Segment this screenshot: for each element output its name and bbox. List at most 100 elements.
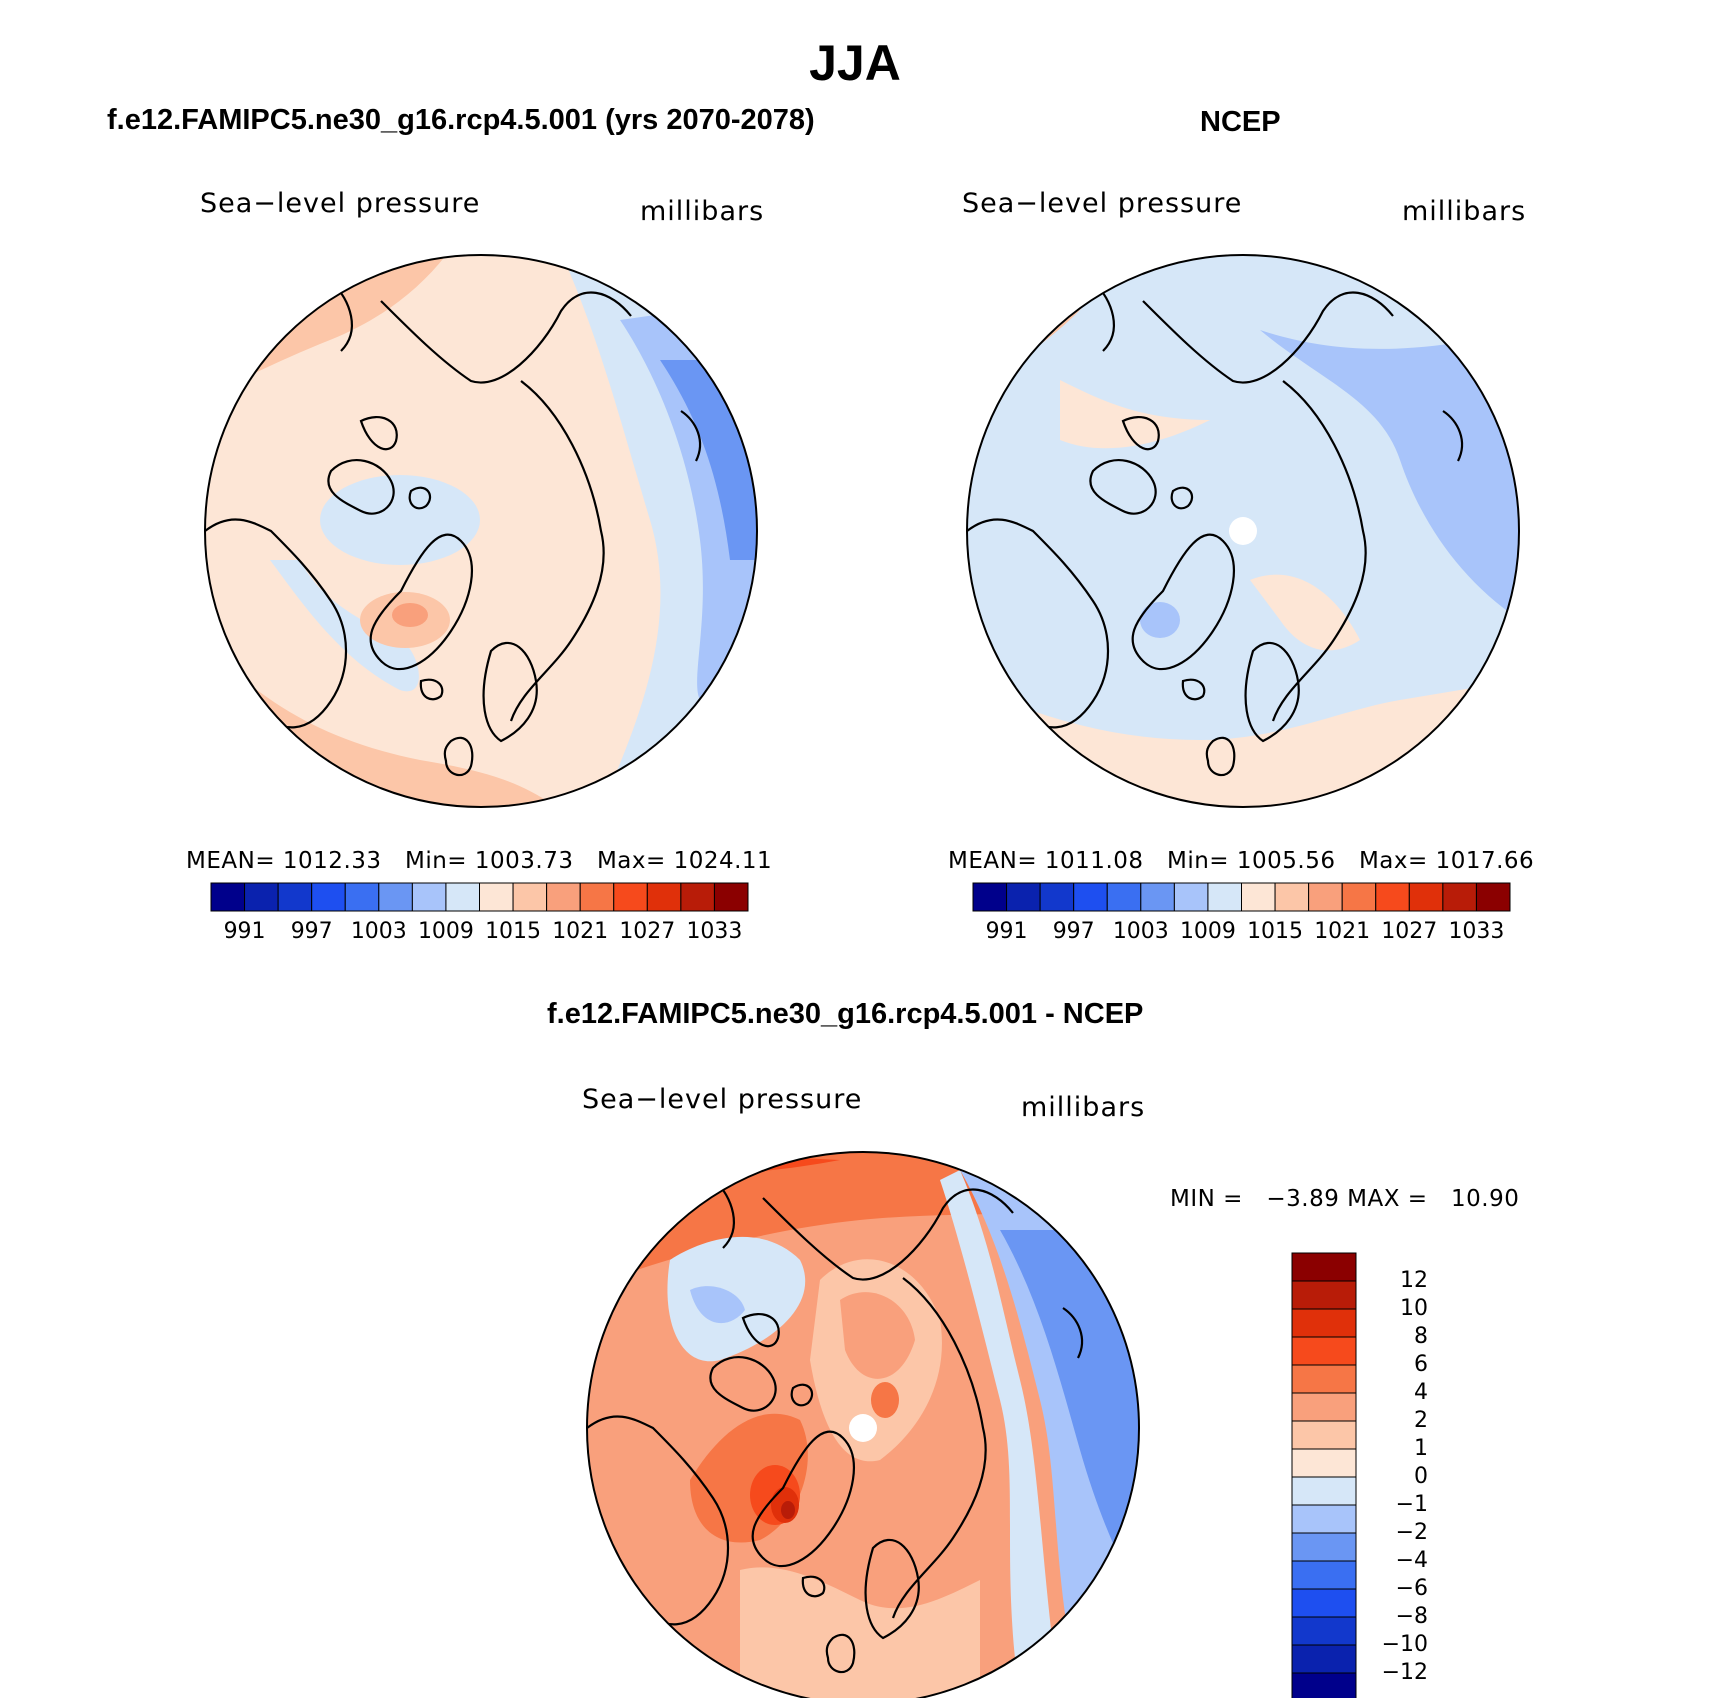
page-title: JJA <box>809 35 901 91</box>
panel3-colorbar-tick-label: −4 <box>1395 1548 1428 1573</box>
panel2-colorbar-swatch <box>1140 882 1175 912</box>
panel2-colorbar-tick-label: 1027 <box>1381 919 1438 944</box>
panel1-colorbar-tick-label: 1021 <box>552 919 609 944</box>
panel1-colorbar-swatch <box>546 882 581 912</box>
panel3-colorbar-tick-label: −1 <box>1395 1492 1428 1517</box>
panel3-colorbar-swatch <box>1291 1560 1357 1590</box>
panel3-units-label: millibars <box>1021 1092 1146 1123</box>
panel1-colorbar-swatch <box>680 882 715 912</box>
panel2-colorbar-swatch <box>1274 882 1310 912</box>
panel1-colorbar-swatch <box>244 882 279 912</box>
panel1-colorbar-tick-label: 1015 <box>485 919 542 944</box>
panel3-colorbar-tick-label: 8 <box>1414 1324 1428 1349</box>
panel2-colorbar-tick-label: 1021 <box>1314 919 1371 944</box>
panel3-colorbar-tick-label: 6 <box>1414 1352 1428 1377</box>
panel1-colorbar-swatch <box>344 882 380 912</box>
panel3-border <box>586 1151 1140 1698</box>
max-value: 10.90 <box>1451 1186 1520 1212</box>
panel3-colorbar-tick-label: 2 <box>1414 1408 1428 1433</box>
panel2-colorbar <box>972 882 1511 912</box>
panel1-colorbar-tick-label: 1027 <box>619 919 676 944</box>
panel2-colorbar-swatch <box>1207 882 1242 912</box>
min-label: Min= <box>404 848 468 874</box>
panel3-colorbar-swatch <box>1291 1420 1357 1450</box>
panel1-colorbar-tick-label: 1009 <box>417 919 474 944</box>
panel3-colorbar-tick-label: −6 <box>1395 1576 1428 1601</box>
max-label: MAX = <box>1347 1186 1428 1212</box>
panel3-colorbar-swatch <box>1291 1476 1357 1506</box>
panel3-colorbar-tick-label: −2 <box>1395 1520 1428 1545</box>
panel2-colorbar-tick-label: 1015 <box>1247 919 1304 944</box>
panel2-units-label: millibars <box>1402 196 1527 227</box>
panel2-colorbar-tick-label: 991 <box>985 919 1028 944</box>
panel1-colorbar-swatch <box>411 882 447 912</box>
panel1-colorbar-tick-label: 1033 <box>686 919 743 944</box>
mean-label: MEAN= <box>948 848 1038 874</box>
panel3-colorbar-tick-label: 10 <box>1400 1296 1428 1321</box>
panel3-colorbar-tick-label: −8 <box>1395 1604 1428 1629</box>
panel3-colorbar-swatch <box>1291 1644 1357 1674</box>
panel1-colorbar-tick-label: 991 <box>223 919 266 944</box>
panel3-colorbar-swatch <box>1291 1672 1357 1698</box>
panel2-colorbar-swatch <box>1006 882 1041 912</box>
panel3-colorbar-tick-label: 4 <box>1414 1380 1428 1405</box>
panel2-colorbar-swatch <box>972 882 1008 912</box>
panel3-colorbar <box>1291 1252 1357 1698</box>
panel1-variable-label: Sea−level pressure <box>200 188 481 219</box>
panel3-colorbar-tick-label: 1 <box>1414 1436 1428 1461</box>
panel1-units-label: millibars <box>640 196 765 227</box>
panel2-colorbar-swatch <box>1442 882 1477 912</box>
panel2-colorbar-swatch <box>1375 882 1410 912</box>
panel1-colorbar-swatch <box>579 882 615 912</box>
panel1-colorbar-swatch <box>378 882 413 912</box>
panel3-colorbar-swatch <box>1291 1448 1357 1478</box>
max-label: Max= <box>1358 848 1428 874</box>
panel3-colorbar-swatch <box>1291 1616 1357 1646</box>
panel2-border <box>966 254 1520 808</box>
panel3-colorbar-swatch <box>1291 1308 1357 1338</box>
panel3-title: f.e12.FAMIPC5.ne30_g16.rcp4.5.001 - NCEP <box>547 998 1144 1030</box>
min-label: Min= <box>1166 848 1230 874</box>
panel1-colorbar <box>210 882 749 912</box>
panel1-colorbar-swatch <box>613 882 648 912</box>
panel1-colorbar-tick-label: 1003 <box>350 919 407 944</box>
panel3-colorbar-tick-label: 0 <box>1414 1464 1428 1489</box>
panel3-colorbar-swatch <box>1291 1364 1357 1394</box>
panel2-colorbar-swatch <box>1475 882 1511 912</box>
panel1-title: f.e12.FAMIPC5.ne30_g16.rcp4.5.001 (yrs 2… <box>107 104 815 136</box>
panel2-colorbar-tick-label: 1003 <box>1112 919 1169 944</box>
panel3-colorbar-tick-label: 12 <box>1400 1268 1428 1293</box>
panel3-colorbar-tick-label: −12 <box>1381 1660 1428 1685</box>
panel3-colorbar-swatch <box>1291 1252 1357 1282</box>
panel2-colorbar-swatch <box>1173 882 1209 912</box>
panel3-colorbar-swatch <box>1291 1504 1357 1534</box>
panel1-colorbar-swatch <box>713 882 749 912</box>
panel3-stats: MIN = −3.89 MAX = 10.90 <box>1170 1186 1519 1212</box>
mean-value: 1012.33 <box>282 848 382 874</box>
panel1-colorbar-swatch <box>445 882 480 912</box>
max-value: 1024.11 <box>673 848 773 874</box>
panel2-title: NCEP <box>1200 106 1281 138</box>
panel2-variable-label: Sea−level pressure <box>962 188 1243 219</box>
panel2-colorbar-tick-label: 997 <box>1052 919 1095 944</box>
panel1-colorbar-swatch <box>646 882 682 912</box>
panel2-colorbar-swatch <box>1241 882 1276 912</box>
panel1-colorbar-swatch <box>311 882 346 912</box>
panel2-colorbar-tick-label: 1009 <box>1179 919 1236 944</box>
panel3-colorbar-swatch <box>1291 1392 1357 1422</box>
panel2-colorbar-swatch <box>1073 882 1108 912</box>
min-value: −3.89 <box>1266 1186 1340 1212</box>
panel3-colorbar-swatch <box>1291 1280 1357 1310</box>
mean-label: MEAN= <box>186 848 276 874</box>
panel2-colorbar-tick-label: 1033 <box>1448 919 1505 944</box>
panel1-colorbar-swatch <box>479 882 514 912</box>
panel1-border <box>204 254 758 808</box>
panel3-colorbar-tick-label: −10 <box>1381 1632 1428 1657</box>
min-label: MIN = <box>1170 1186 1243 1212</box>
max-value: 1017.66 <box>1435 848 1535 874</box>
panel1-colorbar-tick-label: 997 <box>290 919 333 944</box>
panel3-colorbar-swatch <box>1291 1532 1357 1562</box>
min-value: 1003.73 <box>474 848 574 874</box>
panel1-stats: MEAN= 1012.33 Min= 1003.73 Max= 1024.11 <box>186 848 772 874</box>
